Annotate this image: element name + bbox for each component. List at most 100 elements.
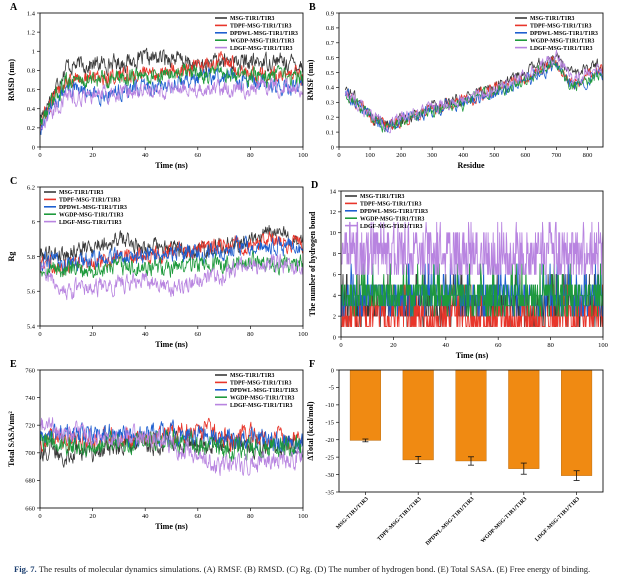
bar (402, 369, 434, 461)
y-tick-label: 6.2 (27, 184, 35, 191)
y-tick-label: 5.6 (27, 289, 36, 296)
plot-area (341, 221, 603, 328)
y-tick-label: 0 (331, 367, 334, 374)
y-tick-label: 0.8 (27, 68, 35, 75)
x-tick-label: 20 (89, 152, 96, 159)
category-label: DPDWL-MSG-T1R1/T1R3 (425, 496, 476, 547)
legend-label: DPDWL-MSG-T1R1/T1R3 (230, 388, 298, 394)
x-tick-label: 0 (38, 152, 41, 159)
x-tick-label: 60 (495, 342, 502, 349)
y-tick-label: 1 (32, 49, 35, 56)
y-tick-label: 14 (330, 188, 337, 195)
x-tick-label: 400 (458, 152, 468, 159)
legend-label: DPDWL-MSG-T1R1/T1R3 (230, 31, 298, 37)
series-line (40, 417, 303, 477)
legend-label: LDGF-MSG-T1R1/T1R3 (230, 403, 293, 409)
series-line (40, 235, 303, 275)
x-tick-label: 0 (337, 152, 340, 159)
y-tick-label: 5.4 (27, 323, 36, 330)
y-tick-label: 0.3 (326, 100, 334, 107)
x-tick-label: 100 (298, 331, 308, 338)
y-axis-label: RMSD (nm) (7, 59, 16, 101)
series-line (40, 77, 303, 132)
chart-panel-B: B 0 0.1 0.2 0.3 0.4 0.5 0.6 0.7 0.8 0.9 RMSF (nm) 0 1… (306, 2, 604, 170)
legend-label: LDGF-MSG-T1R1/T1R3 (59, 220, 122, 226)
panel-letter: C (10, 176, 17, 187)
y-tick-label: 1.2 (27, 29, 35, 36)
x-tick-label: 100 (298, 513, 308, 520)
chart-panel-A: A 0 0.2 0.4 0.6 0.8 1 1.2 1.4 RMSD (nm) 0 20 40 60 80 1… (7, 2, 308, 170)
series-line (40, 47, 303, 122)
legend-label: MSG-T1R1/T1R3 (360, 194, 405, 200)
y-tick-label: -30 (325, 472, 334, 479)
panel-letter: A (10, 2, 18, 13)
x-tick-label: 60 (195, 331, 202, 338)
y-tick-label: 720 (25, 423, 35, 430)
y-tick-label: 6 (333, 272, 337, 279)
y-tick-label: 2 (333, 313, 336, 320)
series-line (341, 263, 603, 317)
plot-frame (39, 369, 304, 509)
y-tick-label: 0.6 (27, 87, 36, 94)
caption-label: Fig. 7. (14, 564, 37, 574)
x-tick-label: 0 (38, 331, 41, 338)
y-axis-label: RMSF (nm) (306, 59, 315, 100)
panel-letter: E (10, 359, 17, 370)
legend-label: WGDP-MSG-T1R1/T1R3 (530, 38, 595, 44)
y-tick-label: 1.4 (27, 10, 36, 17)
panel-letter: D (311, 180, 318, 191)
legend-label: TDPF-MSG-T1R1/T1R3 (360, 202, 422, 208)
chart-panel-C: C 5.4 5.6 5.8 6 6.2 Rg 0 20 40 60 80 100 Time (ns) MSG… (7, 176, 308, 349)
bar (561, 369, 593, 476)
bar (455, 369, 487, 462)
x-axis-label: Residue (457, 161, 485, 170)
y-tick-label: 0.1 (326, 129, 334, 136)
legend-label: WGDP-MSG-T1R1/T1R3 (59, 212, 124, 218)
x-tick-label: 20 (89, 331, 96, 338)
x-tick-label: 60 (195, 513, 202, 520)
y-tick-label: 0.4 (27, 106, 36, 113)
x-tick-label: 700 (552, 152, 562, 159)
y-tick-label: 0.2 (326, 115, 334, 122)
x-tick-label: 20 (390, 342, 397, 349)
x-tick-label: 40 (142, 152, 149, 159)
legend-label: TDPF-MSG-T1R1/T1R3 (530, 24, 592, 30)
legend-label: LDGF-MSG-T1R1/T1R3 (530, 46, 593, 52)
plot-frame (39, 186, 304, 327)
y-tick-label: 8 (333, 251, 336, 258)
y-tick-label: 5.8 (27, 254, 35, 261)
x-tick-label: 100 (298, 152, 308, 159)
plot-frame (338, 369, 604, 493)
y-tick-label: 680 (25, 478, 35, 485)
y-tick-label: 0 (333, 334, 336, 341)
plot-area (344, 49, 603, 134)
x-axis-label: Time (ns) (456, 351, 489, 360)
y-tick-label: 0.7 (326, 40, 335, 47)
x-tick-label: 80 (247, 331, 254, 338)
legend-label: LDGF-MSG-T1R1/T1R3 (360, 224, 423, 230)
series-line (344, 49, 603, 134)
legend-label: WGDP-MSG-T1R1/T1R3 (230, 395, 295, 401)
y-tick-label: 12 (330, 209, 337, 216)
x-axis-label: Time (ns) (155, 340, 188, 349)
x-axis-label: Time (ns) (155, 522, 188, 531)
category-label: MSG-T1R1/T1R3 (335, 496, 370, 531)
plot-frame (340, 190, 604, 338)
legend-label: MSG-T1R1/T1R3 (230, 373, 275, 379)
y-tick-label: 0.9 (326, 10, 334, 17)
series-line (40, 224, 303, 262)
x-tick-label: 300 (427, 152, 437, 159)
x-tick-label: 0 (339, 342, 342, 349)
y-axis-label: Total SASA/nm² (7, 411, 16, 467)
y-tick-label: 0.4 (326, 85, 335, 92)
y-tick-label: -35 (325, 489, 334, 496)
plot-area (40, 417, 303, 477)
x-tick-label: 80 (247, 152, 254, 159)
caption-text: The results of molecular dynamics simula… (38, 564, 591, 574)
series-line (344, 58, 603, 133)
panel-letter: B (309, 2, 316, 13)
y-tick-label: -15 (325, 420, 334, 427)
y-tick-label: 0 (331, 144, 334, 151)
x-tick-label: 600 (520, 152, 530, 159)
